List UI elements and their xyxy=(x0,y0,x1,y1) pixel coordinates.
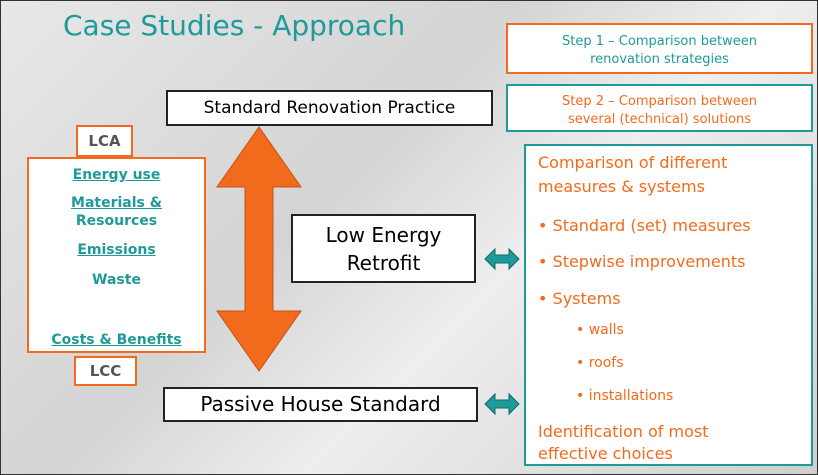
bullet: • Stepwise improvements xyxy=(538,252,745,271)
passive-box: Passive House Standard xyxy=(163,387,478,422)
small-arrow xyxy=(485,394,519,414)
low-energy-box: Low Energy Retrofit xyxy=(291,214,476,283)
sub-bullet: • installations xyxy=(576,388,673,404)
sub-bullet-text: roofs xyxy=(589,355,624,371)
sub-bullet-text: walls xyxy=(589,322,624,338)
measures-box: Comparison of different measures & syste… xyxy=(524,144,813,466)
slide: Case Studies - Approach Step 1 – Compari… xyxy=(0,0,818,475)
sub-bullet: • walls xyxy=(576,322,624,338)
measures-footer: Identification of most xyxy=(538,421,708,443)
low-energy-text: Low Energy xyxy=(293,221,474,249)
bullet: • Standard (set) measures xyxy=(538,216,751,235)
low-energy-text: Retrofit xyxy=(293,249,474,277)
measures-heading: measures & systems xyxy=(538,176,705,198)
bullet: • Systems xyxy=(538,289,621,308)
vertical-arrow xyxy=(217,127,301,371)
sub-bullet: • roofs xyxy=(576,355,624,371)
small-arrow xyxy=(485,249,519,269)
bullet-text: Standard (set) measures xyxy=(553,216,751,235)
bullet-text: Stepwise improvements xyxy=(553,252,746,271)
measures-footer: effective choices xyxy=(538,443,673,465)
sub-bullet-text: installations xyxy=(589,388,674,404)
measures-heading: Comparison of different xyxy=(538,152,727,174)
bullet-text: Systems xyxy=(553,289,621,308)
